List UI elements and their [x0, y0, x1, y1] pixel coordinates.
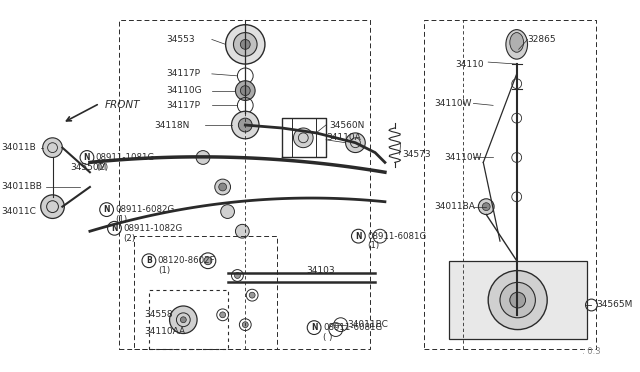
Text: N: N [104, 205, 110, 214]
Text: 34560N: 34560N [329, 121, 364, 129]
Text: B: B [146, 256, 152, 265]
Text: N: N [355, 232, 362, 241]
Text: 34011BC: 34011BC [348, 320, 388, 329]
Circle shape [249, 292, 255, 298]
Text: 34011BA: 34011BA [434, 202, 475, 211]
Circle shape [226, 25, 265, 64]
Text: 34110AA: 34110AA [144, 327, 185, 336]
Bar [449, 261, 586, 339]
Text: N: N [111, 224, 118, 233]
Text: 34565M: 34565M [596, 301, 633, 310]
Text: 34110A: 34110A [326, 133, 361, 142]
Circle shape [170, 306, 197, 334]
Text: 34558: 34558 [144, 310, 173, 319]
Ellipse shape [506, 30, 527, 59]
Text: 34110G: 34110G [166, 86, 202, 95]
Text: (1): (1) [115, 215, 127, 224]
Text: : 0.3: : 0.3 [582, 347, 600, 356]
Circle shape [241, 39, 250, 49]
Text: 34553: 34553 [166, 35, 195, 44]
Ellipse shape [510, 33, 524, 52]
Circle shape [234, 33, 257, 56]
Text: 32865: 32865 [527, 35, 556, 44]
Circle shape [478, 199, 494, 215]
Text: 34011BB: 34011BB [1, 183, 42, 192]
Circle shape [43, 138, 62, 157]
Circle shape [232, 111, 259, 139]
Circle shape [294, 128, 313, 148]
Text: 34110: 34110 [456, 60, 484, 68]
Text: (1): (1) [367, 241, 380, 250]
Circle shape [215, 179, 230, 195]
Text: 34117P: 34117P [166, 70, 200, 78]
Text: 34011B: 34011B [1, 143, 36, 152]
Circle shape [221, 205, 234, 218]
Circle shape [241, 86, 250, 96]
Circle shape [500, 282, 536, 318]
Circle shape [234, 273, 241, 279]
Circle shape [236, 81, 255, 100]
Text: 34117P: 34117P [166, 101, 200, 110]
Circle shape [204, 257, 212, 264]
Text: 08120-8602F: 08120-8602F [157, 256, 216, 265]
Text: 34011C: 34011C [1, 207, 36, 216]
Text: N: N [84, 153, 90, 162]
Text: 08911-1082G: 08911-1082G [124, 224, 182, 233]
Text: (1): (1) [157, 266, 170, 275]
Text: 34110W: 34110W [444, 153, 481, 162]
Text: 08911-6081G: 08911-6081G [323, 323, 382, 332]
Text: 34110W: 34110W [434, 99, 472, 108]
Circle shape [236, 224, 249, 238]
Text: ( ): ( ) [323, 333, 332, 342]
Text: 34550M: 34550M [70, 163, 107, 172]
Text: (2): (2) [124, 234, 136, 243]
Text: (2): (2) [96, 163, 108, 172]
Text: 08911-6081G: 08911-6081G [367, 232, 426, 241]
Circle shape [346, 133, 365, 153]
Circle shape [41, 195, 65, 218]
Circle shape [510, 292, 525, 308]
Circle shape [488, 270, 547, 330]
Text: 34118N: 34118N [154, 121, 189, 129]
Text: 08911-6082G: 08911-6082G [115, 205, 175, 214]
Circle shape [180, 317, 186, 323]
Circle shape [220, 312, 226, 318]
Text: FRONT: FRONT [105, 100, 140, 110]
Text: 08911-1081G: 08911-1081G [96, 153, 155, 162]
Circle shape [243, 322, 248, 328]
Text: N: N [311, 323, 317, 332]
Circle shape [196, 151, 210, 164]
Circle shape [238, 118, 252, 132]
Text: 34573: 34573 [403, 150, 431, 159]
Circle shape [219, 183, 227, 191]
Text: 34103: 34103 [307, 266, 335, 275]
Circle shape [483, 203, 490, 211]
